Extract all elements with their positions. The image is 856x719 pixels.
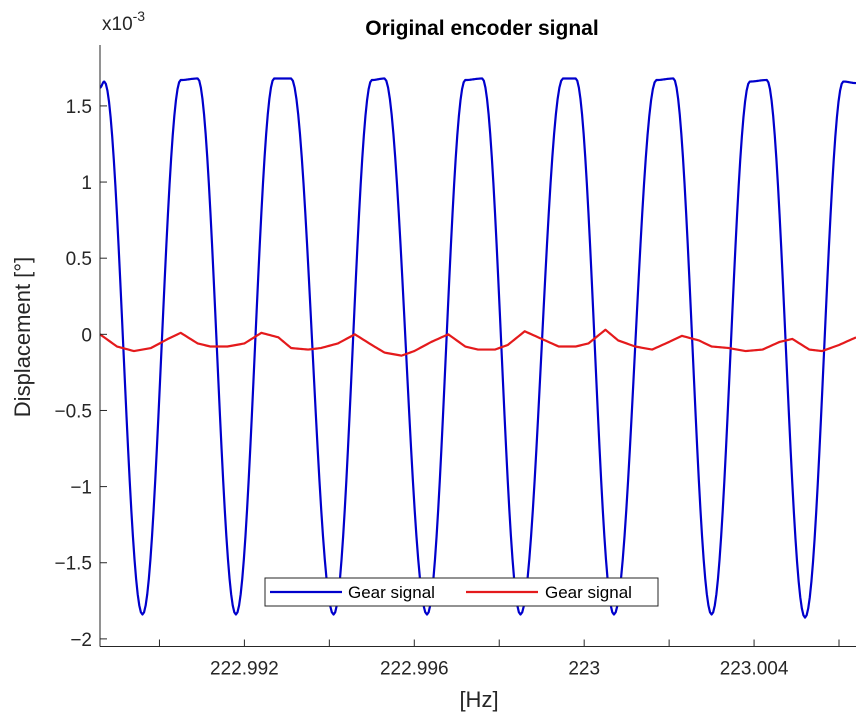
y-tick-label: 1 xyxy=(81,173,92,194)
y-tick-label: −1 xyxy=(70,478,92,499)
y-exponent-power: -3 xyxy=(133,8,146,24)
series-line-gear-signal-red xyxy=(99,328,856,357)
y-exponent-base: x10 xyxy=(102,14,133,35)
plot-area: −2 −1.5 −1 −0.5 0 0.5 1 1.5 222.992 222.996 223 223… xyxy=(54,45,856,680)
legend-label-gear-signal-blue: Gear signal xyxy=(348,583,435,602)
y-exponent-label: x10-3 xyxy=(102,8,145,35)
y-tick-label: −0.5 xyxy=(54,401,92,422)
chart-title: Original encoder signal xyxy=(365,17,598,40)
x-axis-label: [Hz] xyxy=(459,687,498,712)
y-tick-label: −1.5 xyxy=(54,554,92,575)
y-tick-label: 1.5 xyxy=(66,97,92,118)
x-tick-label: 223 xyxy=(568,659,600,680)
x-tick-label: 222.992 xyxy=(210,659,279,680)
series-layer xyxy=(99,77,856,619)
x-tick-label: 223.004 xyxy=(720,659,789,680)
legend-label-gear-signal-red: Gear signal xyxy=(545,583,632,602)
legend: Gear signal Gear signal xyxy=(264,577,659,607)
series-line-gear-signal-blue xyxy=(99,77,856,619)
y-tick-label: 0.5 xyxy=(66,249,92,270)
ticks-layer: −2 −1.5 −1 −0.5 0 0.5 1 1.5 222.992 222.996 223 223… xyxy=(54,97,840,680)
y-tick-label: −2 xyxy=(70,630,92,651)
y-axis-label: Displacement [°] xyxy=(10,257,35,417)
y-tick-label: 0 xyxy=(81,325,92,346)
x-tick-label: 222.996 xyxy=(380,659,449,680)
